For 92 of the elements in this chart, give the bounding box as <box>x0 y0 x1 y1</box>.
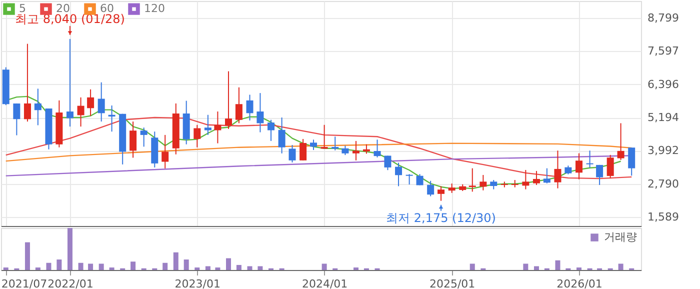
bar <box>354 267 359 270</box>
bar <box>3 267 8 270</box>
x-tick-label: 2022/01 <box>48 278 94 289</box>
candlestick <box>480 174 487 191</box>
bar <box>46 262 52 270</box>
candlestick <box>586 150 594 168</box>
bar <box>162 262 168 270</box>
bar <box>576 267 582 270</box>
bar <box>618 264 624 270</box>
x-tick-label: 2023/01 <box>174 278 220 289</box>
candlestick <box>342 145 349 156</box>
bar <box>173 252 178 270</box>
annotation: 최저 2,175 (12/30) <box>386 210 496 225</box>
candlestick <box>130 121 137 158</box>
x-tick-label: 2025/01 <box>429 278 476 289</box>
candlestick <box>352 140 360 161</box>
candlestick <box>543 168 550 184</box>
bar <box>35 267 40 270</box>
candlestick <box>427 180 434 197</box>
bar <box>523 264 528 270</box>
candlestick <box>522 169 530 190</box>
candlestick <box>468 168 476 192</box>
candlestick <box>24 43 31 122</box>
bar <box>67 228 72 270</box>
candlestick <box>194 124 201 148</box>
candlestick <box>310 139 318 151</box>
bar <box>236 264 242 270</box>
candlestick <box>374 139 381 158</box>
candlestick <box>438 186 445 202</box>
candlestick <box>288 144 296 163</box>
candlestick <box>490 179 498 190</box>
candlestick <box>235 86 242 124</box>
candlestick <box>162 134 169 169</box>
y-tick-label: 5,194 <box>648 111 679 124</box>
legend-label: 거래량 <box>604 230 637 244</box>
y-tick-label: 1,589 <box>648 210 679 224</box>
bar <box>555 260 560 270</box>
candlestick <box>628 147 636 176</box>
bar <box>88 264 94 270</box>
y-tick-label: 7,597 <box>648 44 679 58</box>
candlestick <box>554 150 562 189</box>
candlestick <box>225 70 232 130</box>
bar <box>247 266 252 270</box>
bar <box>226 258 231 270</box>
legend-label: 120 <box>144 2 165 16</box>
bar <box>534 266 539 270</box>
candlestick <box>606 154 614 179</box>
bar <box>109 267 114 270</box>
candlestick <box>34 88 42 126</box>
y-tick-label: 8,799 <box>648 12 679 24</box>
candlestick <box>362 144 370 154</box>
bar <box>24 242 30 270</box>
bar <box>322 264 327 270</box>
bar <box>78 262 84 270</box>
candlestick <box>384 155 392 171</box>
candlestick <box>246 94 254 122</box>
candlestick <box>268 119 275 142</box>
bar <box>184 260 189 270</box>
bar <box>56 260 62 270</box>
bar <box>470 264 475 270</box>
bar <box>215 267 220 270</box>
candlestick <box>214 110 222 144</box>
candlestick <box>140 127 148 148</box>
candlestick <box>278 117 286 154</box>
candlestick <box>406 174 413 186</box>
candlestick <box>532 170 540 186</box>
candlestick <box>98 82 105 122</box>
candlestick <box>256 92 264 133</box>
candlestick <box>448 183 456 194</box>
x-tick-label: 2026/01 <box>556 278 602 289</box>
y-tick-label: 3,992 <box>648 144 679 158</box>
bar <box>130 262 136 270</box>
bar <box>205 266 210 270</box>
bar <box>98 264 104 270</box>
candlestick <box>395 162 402 187</box>
candlestick <box>204 114 212 136</box>
candlestick <box>511 179 518 188</box>
y-tick-label: 2,790 <box>648 177 679 190</box>
candlestick <box>87 88 94 116</box>
x-tick-label: 2021/07 <box>1 278 48 289</box>
candlestick <box>575 152 582 180</box>
candlestick <box>596 164 604 186</box>
x-tick-label: 2024/01 <box>302 278 348 289</box>
bar <box>258 266 263 270</box>
y-tick-label: 6,396 <box>648 78 679 91</box>
candlestick <box>617 122 624 160</box>
candlestick <box>300 138 307 161</box>
bar <box>194 267 200 270</box>
line-series <box>5 116 632 180</box>
candlestick <box>13 102 20 136</box>
candlestick <box>77 96 84 128</box>
candlestick <box>108 104 116 132</box>
